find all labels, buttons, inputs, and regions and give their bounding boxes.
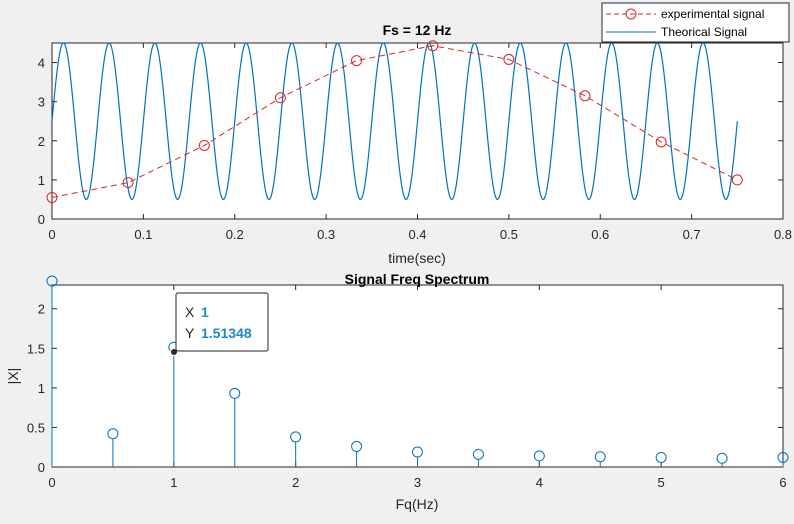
experimental-point: [122, 177, 134, 189]
bottom-y-tick-label: 0.5: [27, 420, 45, 435]
experimental-signal-line: [46, 40, 743, 203]
experimental-point: [198, 139, 210, 151]
spectrum-stem-marker: [412, 446, 423, 458]
theoretical-signal-line: [51, 42, 738, 201]
top-x-tick-label: 0: [48, 227, 55, 242]
bottom-x-tick-label: 4: [536, 475, 543, 490]
bottom-chart-title: Signal Freq Spectrum: [345, 271, 490, 287]
bottom-x-tick-label: 5: [658, 475, 665, 490]
top-x-tick-label: 0.5: [500, 227, 518, 242]
top-y-tick-label: 1: [38, 173, 45, 188]
top-x-ticks: 0 0.1 0.2 0.3 0.4 0.5 0.6 0.7 0.8: [48, 43, 792, 242]
top-x-tick-label: 0.7: [683, 227, 701, 242]
top-y-tick-label: 0: [38, 212, 45, 227]
experimental-point: [579, 90, 591, 102]
experimental-point: [351, 55, 363, 67]
legend-experimental-marker: [625, 8, 637, 20]
bottom-x-axis-label: Fq(Hz): [396, 496, 439, 512]
bottom-subplot: 0 1 2 3 4 5 6 0 0.5 1 1.5 2 Signal Freq Spectrum F…: [5, 271, 789, 512]
spectrum-stems: [46, 275, 789, 467]
bottom-y-tick-label: 1: [38, 381, 45, 396]
experimental-point: [655, 136, 667, 148]
top-y-tick-label: 2: [38, 134, 45, 149]
spectrum-stem-marker: [777, 452, 789, 464]
top-plot-area: [51, 42, 784, 220]
data-tip-y-value: 1.51348: [201, 325, 252, 341]
spectrum-stem-marker: [594, 451, 606, 463]
bottom-plot-area: [51, 284, 784, 468]
data-tip[interactable]: X 1 Y 1.51348: [170, 292, 269, 356]
legend-experimental-label: experimental signal: [661, 7, 764, 21]
experimental-signal-path: [51, 45, 738, 198]
legend-theoretical-label: Theorical Signal: [661, 25, 747, 39]
top-x-axis-label: time(sec): [388, 250, 446, 266]
bottom-y-tick-label: 2: [38, 302, 45, 317]
top-legend[interactable]: experimental signal Theorical Signal: [601, 2, 790, 43]
top-y-tick-label: 4: [38, 56, 45, 71]
top-x-tick-label: 0.1: [134, 227, 152, 242]
top-x-tick-label: 0.6: [591, 227, 609, 242]
bottom-x-tick-label: 6: [779, 475, 786, 490]
spectrum-stem-marker: [716, 452, 728, 464]
spectrum-stem-marker: [472, 448, 484, 460]
experimental-point: [427, 40, 439, 52]
spectrum-stem-marker: [290, 431, 302, 443]
bottom-x-tick-label: 3: [414, 475, 421, 490]
bottom-x-tick-label: 2: [292, 475, 299, 490]
spectrum-stem-marker: [351, 440, 363, 452]
bottom-y-tick-label: 0: [38, 460, 45, 475]
spectrum-stem-marker: [107, 428, 119, 440]
top-x-tick-label: 0.4: [408, 227, 426, 242]
experimental-point: [274, 92, 286, 104]
top-subplot: 0 0.1 0.2 0.3 0.4 0.5 0.6 0.7 0.8 0 1 2 3 4 Fs = 12 …: [38, 2, 792, 266]
bottom-y-ticks: 0 0.5 1 1.5 2: [27, 302, 783, 475]
data-tip-y-key: Y: [185, 325, 195, 341]
data-tip-x-key: X: [185, 304, 195, 320]
experimental-point: [731, 174, 743, 186]
top-y-ticks: 0 1 2 3 4: [38, 56, 783, 227]
top-x-tick-label: 0.3: [317, 227, 335, 242]
theoretical-signal-path: [51, 42, 738, 201]
data-tip-box: [175, 292, 269, 352]
top-x-tick-label: 0.2: [226, 227, 244, 242]
top-x-tick-label: 0.8: [774, 227, 792, 242]
bottom-x-tick-label: 1: [170, 475, 177, 490]
experimental-point: [46, 191, 58, 203]
spectrum-stem-marker: [533, 450, 545, 462]
bottom-y-axis-label: |X|: [5, 368, 21, 385]
bottom-y-tick-label: 1.5: [27, 341, 45, 356]
top-y-tick-label: 3: [38, 95, 45, 110]
spectrum-stem-marker: [46, 275, 58, 287]
spectrum-stem-marker: [229, 387, 241, 399]
data-tip-x-value: 1: [201, 304, 209, 320]
spectrum-stem-marker: [655, 452, 667, 464]
experimental-point: [503, 53, 515, 65]
bottom-x-ticks: 0 1 2 3 4 5 6: [48, 285, 787, 490]
top-chart-title: Fs = 12 Hz: [383, 22, 452, 38]
bottom-x-tick-label: 0: [48, 475, 55, 490]
